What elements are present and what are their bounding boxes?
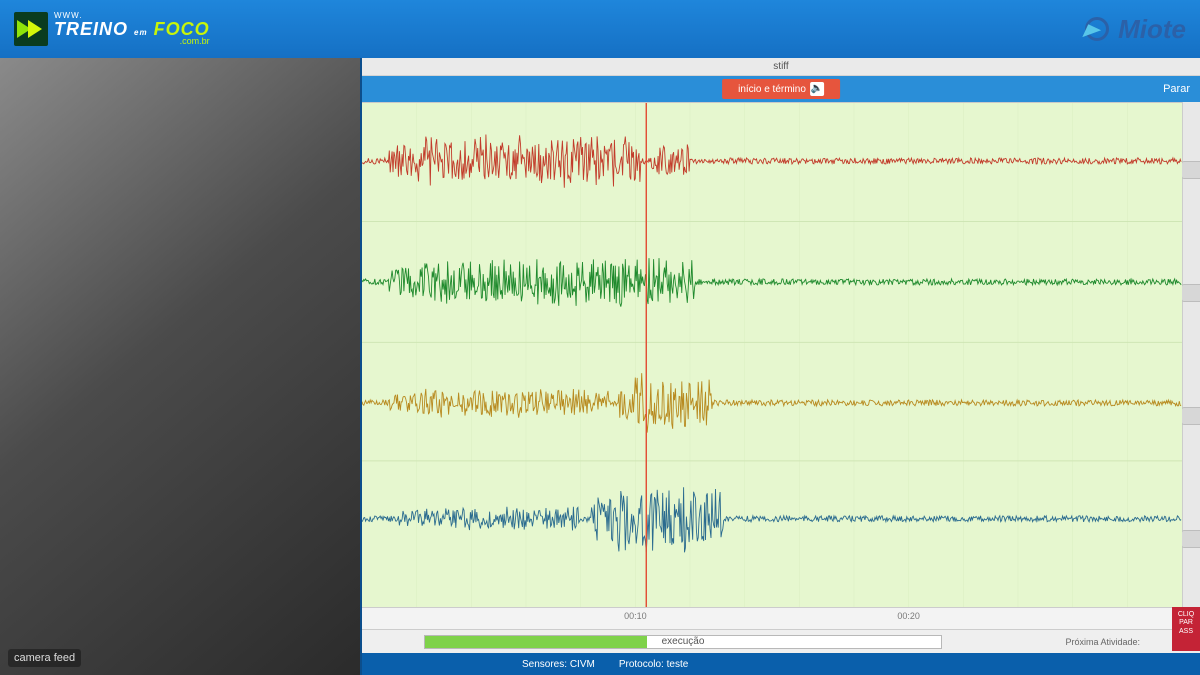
camera-feed-label: camera feed — [8, 649, 81, 667]
miotec-icon — [1082, 14, 1112, 44]
speaker-icon: 🔈 — [810, 82, 824, 96]
status-bar: Sensores: CIVM Protocolo: teste — [362, 653, 1200, 675]
emg-app-window: stiff início e término 🔈 Parar 00:10 00:2… — [362, 58, 1200, 675]
status-protocol-value: teste — [667, 659, 689, 670]
app-toolbar: início e término 🔈 Parar — [362, 76, 1200, 102]
chevron-icon — [14, 12, 48, 46]
plot-region — [362, 102, 1200, 607]
subscribe-badge[interactable]: CLIQ PAR ASS — [1172, 607, 1200, 651]
logo-word-treino: TREINO — [54, 19, 128, 39]
time-axis: 00:10 00:20 — [362, 607, 1200, 629]
channel-tab-3[interactable] — [1181, 407, 1200, 425]
emg-plot[interactable] — [362, 102, 1182, 607]
channel-tab-1[interactable] — [1181, 161, 1200, 179]
channel-tabs — [1182, 102, 1200, 607]
status-sensors-label: Sensores: — [522, 659, 567, 670]
miotec-text: Miote — [1118, 14, 1186, 45]
channel-tab-2[interactable] — [1181, 284, 1200, 302]
marker-button-label: início e término — [738, 84, 806, 95]
execution-progress — [424, 635, 942, 649]
window-title: stiff — [773, 61, 788, 72]
status-sensors-value: CIVM — [570, 659, 595, 670]
miotec-logo: Miote — [1082, 14, 1186, 45]
next-activity-label: Próxima Atividade: — [1065, 637, 1140, 647]
time-tick: 00:20 — [897, 611, 920, 621]
marker-start-end-button[interactable]: início e término 🔈 — [722, 79, 840, 99]
treino-em-foco-logo: WWW. TREINO em FOCO .com.br — [14, 12, 210, 46]
branding-bar: WWW. TREINO em FOCO .com.br Miote — [0, 0, 1200, 58]
stop-button[interactable]: Parar — [1163, 83, 1190, 95]
channel-tab-4[interactable] — [1181, 530, 1200, 548]
status-protocol-label: Protocolo: — [619, 659, 664, 670]
execution-bar: execução Próxima Atividade: — [362, 629, 1200, 653]
subscribe-badge-text: CLIQ PAR ASS — [1174, 611, 1198, 636]
window-titlebar: stiff — [362, 58, 1200, 76]
stop-button-label: Parar — [1163, 83, 1190, 95]
camera-feed-panel: camera feed — [0, 58, 362, 675]
time-tick: 00:10 — [624, 611, 647, 621]
